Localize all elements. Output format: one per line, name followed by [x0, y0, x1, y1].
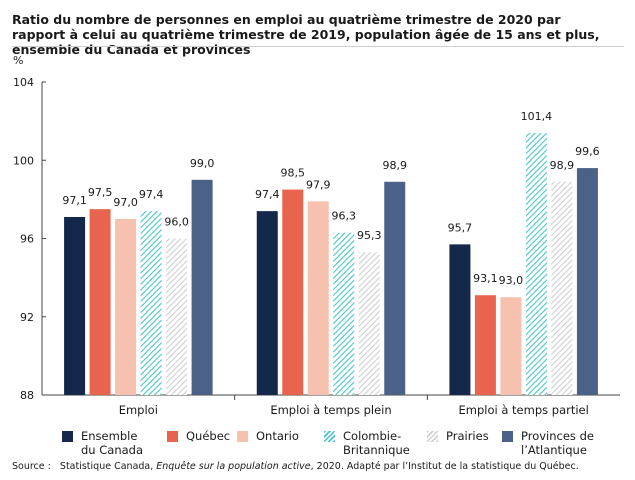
legend-item: Québec — [167, 429, 230, 443]
legend-label: Québec — [186, 429, 231, 443]
legend-label: Colombie- Britannique — [343, 429, 410, 457]
data-label: 97,4 — [139, 188, 164, 201]
data-label: 98,9 — [383, 159, 408, 172]
x-category-label: Emploi à temps partiel — [458, 403, 588, 417]
bar — [166, 238, 188, 395]
legend-item: Prairies — [427, 429, 489, 443]
legend-item: Colombie- Britannique — [324, 429, 410, 457]
bar — [525, 132, 547, 396]
data-label: 96,3 — [332, 210, 357, 223]
title-divider — [12, 46, 624, 47]
data-label: 95,3 — [357, 229, 382, 242]
x-category-label: Emploi — [119, 403, 158, 417]
bar — [500, 297, 522, 395]
legend-item: Ontario — [237, 429, 299, 443]
bar — [576, 168, 598, 395]
legend-label: Ensemble du Canada — [81, 429, 144, 457]
y-tick-label: 100 — [13, 154, 34, 167]
bar — [307, 201, 329, 395]
bar — [551, 181, 573, 395]
chart-title: Ratio du nombre de personnes en emploi a… — [12, 12, 600, 57]
legend-item: Provinces de l’Atlantique — [502, 429, 594, 457]
x-category-label: Emploi à temps plein — [270, 403, 391, 417]
legend-swatch — [167, 431, 178, 442]
legend-swatch — [502, 431, 513, 442]
data-label: 97,5 — [88, 186, 113, 199]
bar — [333, 232, 355, 395]
data-label: 97,0 — [113, 196, 138, 209]
y-axis-unit: % — [13, 54, 23, 67]
chart-legend: Ensemble du Canada Québec Ontario Colombie-… — [62, 429, 622, 465]
y-tick-label: 104 — [13, 76, 34, 89]
source-text-after: , 2020. Adapté par l’Institut de la stat… — [310, 461, 579, 472]
bar — [358, 252, 380, 395]
bar — [474, 295, 496, 395]
bar — [282, 189, 304, 395]
source-prefix: Source : — [12, 461, 51, 472]
data-label: 97,9 — [306, 178, 331, 191]
y-tick-label: 92 — [20, 311, 34, 324]
data-label: 93,0 — [499, 274, 524, 287]
bar — [140, 211, 162, 395]
bar — [256, 211, 278, 395]
data-label: 97,1 — [62, 194, 87, 207]
legend-swatch — [427, 431, 438, 442]
legend-label: Prairies — [446, 429, 489, 443]
y-tick-label: 88 — [20, 389, 34, 402]
data-label: 98,5 — [281, 167, 306, 180]
legend-item: Ensemble du Canada — [62, 429, 143, 457]
data-label: 99,0 — [190, 157, 215, 170]
y-tick-label: 96 — [20, 233, 34, 246]
data-label: 96,0 — [164, 216, 189, 229]
data-label: 97,4 — [255, 188, 280, 201]
data-label: 95,7 — [448, 221, 473, 234]
bar — [89, 209, 111, 395]
bar — [384, 181, 406, 395]
legend-label: Ontario — [256, 429, 299, 443]
legend-swatch — [62, 431, 73, 442]
data-label: 101,4 — [521, 110, 553, 123]
source-text-italic: Enquête sur la population active — [156, 461, 311, 472]
legend-label: Provinces de l’Atlantique — [521, 429, 594, 457]
legend-swatch — [324, 431, 335, 442]
bar — [191, 179, 213, 395]
data-label: 93,1 — [473, 272, 498, 285]
source-text-before: Statistique Canada, — [59, 461, 157, 472]
bar — [449, 244, 471, 395]
legend-swatch — [237, 431, 248, 442]
data-label: 99,6 — [575, 145, 600, 158]
data-label: 98,9 — [550, 159, 575, 172]
bar — [115, 218, 137, 395]
source-note: Source : Statistique Canada, Enquête sur… — [12, 461, 579, 472]
bar — [64, 216, 86, 395]
